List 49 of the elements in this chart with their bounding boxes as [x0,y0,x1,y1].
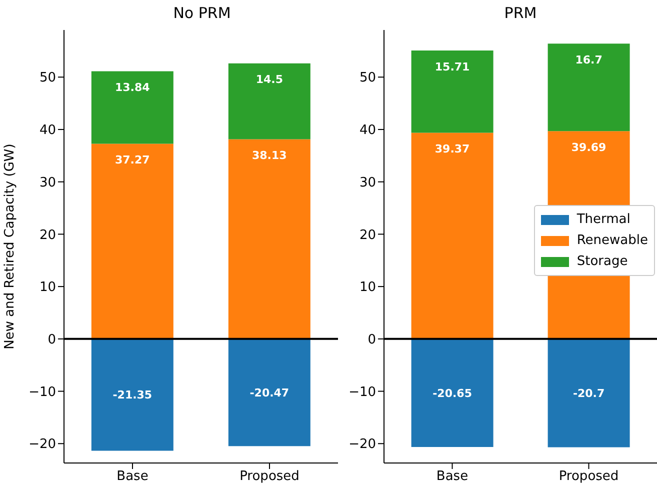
bar [228,338,310,446]
y-tick-label: 50 [359,70,376,86]
y-tick-label: 40 [39,123,56,138]
data-label: -20.7 [572,387,605,400]
data-label: -21.35 [112,388,152,402]
y-tick-label: 10 [359,280,376,296]
y-tick-label: 0 [368,332,376,348]
y-tick-label: 0 [48,332,56,348]
legend-label: Renewable [576,232,648,250]
data-label: -20.47 [250,386,290,400]
data-label: 16.7 [575,53,602,66]
chart-title: No PRM [172,4,232,22]
x-tick-label: Base [436,469,468,484]
data-label: 39.69 [571,140,606,154]
chart-title: PRM [503,4,538,22]
bar [411,50,494,133]
y-tick-label: 30 [39,175,56,190]
y-tick-label: 40 [359,123,376,138]
y-tick-label: 30 [359,175,376,190]
x-tick-label: Proposed [558,469,619,484]
x-tick-label: Base [116,469,148,484]
bar [548,338,630,448]
legend-label: Storage [576,253,628,271]
bar [411,132,494,339]
y-tick-label: 20 [39,228,56,243]
y-tick-label: −10 [28,384,56,400]
data-label: 14.5 [256,73,283,86]
data-label: 15.71 [434,60,470,74]
y-tick-label: −10 [348,384,376,400]
y-tick-label: 20 [359,228,376,243]
y-axis-title: New and Retired Capacity (GW) [2,144,18,350]
y-tick-label: 50 [39,70,56,86]
y-tick-label: −20 [28,437,56,452]
bar [411,338,494,448]
y-tick-label: −20 [348,437,376,452]
bar [91,338,174,451]
y-tick-label: 10 [39,280,56,296]
data-label: 13.84 [115,81,150,94]
data-label: 39.37 [434,142,470,156]
bar [91,144,174,339]
data-label: 38.13 [252,149,287,162]
bar [548,44,630,132]
bar [228,139,310,339]
x-tick-label: Proposed [240,469,300,484]
bar [228,63,310,140]
data-label: 37.27 [115,154,150,167]
legend-label: Thermal [576,211,630,229]
bar [91,71,174,144]
data-label: -20.65 [432,386,472,400]
